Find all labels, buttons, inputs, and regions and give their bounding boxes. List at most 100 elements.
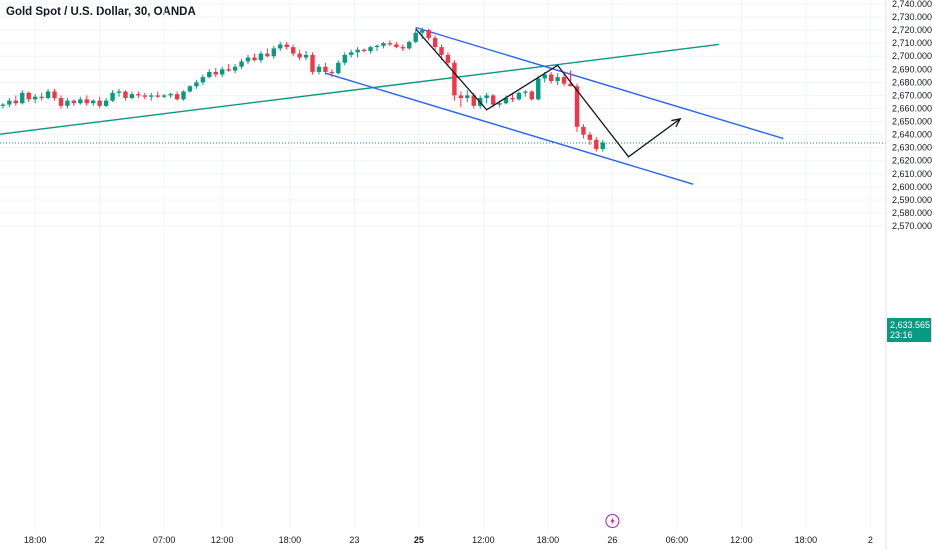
last-price-badge: 2,633.565 23:16 [887, 318, 931, 342]
time-tick-label: 23 [349, 535, 359, 545]
candle [342, 52, 347, 66]
candle [303, 51, 309, 61]
rising-trendline[interactable] [0, 43, 719, 135]
candle [581, 124, 586, 139]
price-axis[interactable]: 2,740.000 2,730.000 2,720.000 2,710.000 2,70… [885, 0, 932, 550]
candle [452, 60, 457, 101]
candle [361, 48, 367, 53]
candle [374, 44, 380, 52]
descending-channel[interactable] [325, 26, 784, 185]
candle [20, 90, 25, 105]
candle-body [523, 91, 528, 93]
candle-body [555, 77, 560, 82]
candle [26, 91, 31, 102]
candle-body [548, 74, 554, 82]
candle-body [271, 48, 276, 57]
candle-body [136, 94, 141, 96]
candle [387, 40, 393, 46]
candle [52, 88, 57, 101]
candle [587, 131, 593, 146]
price-tick-label: 2,720.000 [892, 25, 932, 35]
candle-body [239, 61, 244, 67]
candle [316, 64, 322, 75]
price-tick-label: 2,650.000 [892, 117, 932, 127]
candle-body [542, 74, 547, 79]
candle [297, 49, 302, 61]
candle [142, 92, 147, 100]
candle-body [355, 49, 360, 53]
projection-arrowhead [671, 118, 682, 128]
candle [168, 92, 173, 99]
candle-body [174, 94, 180, 100]
price-tick-label: 2,660.000 [892, 103, 932, 113]
candle [149, 92, 154, 101]
candle [419, 27, 425, 40]
candle [310, 52, 315, 75]
bar-countdown: 23:16 [890, 330, 913, 340]
price-tick-label: 2,690.000 [892, 64, 932, 74]
rising-trendline-line [0, 43, 719, 135]
candle-body [13, 100, 18, 104]
candle-body [374, 45, 380, 48]
channel-upper-line [415, 26, 784, 140]
candle-body [310, 54, 315, 72]
candle-body [439, 47, 444, 55]
candle [58, 95, 64, 109]
candle-body [400, 47, 405, 49]
candle-body [71, 100, 77, 104]
candle-body [65, 100, 70, 106]
candle-body [484, 95, 489, 99]
time-tick-label: 12:00 [211, 535, 234, 545]
candle [271, 45, 276, 59]
candle-body [7, 100, 12, 105]
candle-body [110, 92, 115, 101]
candle-body [103, 100, 109, 106]
candle [239, 58, 244, 70]
candle-body [265, 53, 270, 57]
candle [181, 90, 186, 101]
candle-body [465, 95, 470, 99]
candle-body [161, 95, 167, 97]
candle [91, 99, 96, 106]
candle [510, 94, 515, 102]
candle [78, 96, 83, 105]
candle-body [278, 44, 283, 49]
price-tick-label: 2,740.000 [892, 0, 932, 9]
price-tick-label: 2,640.000 [892, 130, 932, 140]
candle-body [0, 104, 6, 106]
candle [103, 98, 109, 108]
candle-body [97, 100, 102, 106]
candle-body [187, 86, 193, 92]
candle [7, 98, 12, 108]
candle-body [600, 142, 605, 149]
candle [561, 74, 567, 87]
candle-body [290, 47, 296, 54]
price-tick-label: 2,730.000 [892, 12, 932, 22]
lightning-icon[interactable] [605, 514, 620, 528]
candle [174, 91, 180, 101]
candle [65, 98, 70, 109]
projection-path[interactable] [415, 28, 682, 158]
time-tick-label: 07:00 [153, 535, 176, 545]
candle-body [297, 53, 302, 58]
time-tick-label: 18:00 [24, 535, 47, 545]
price-tick-label: 2,680.000 [892, 77, 932, 87]
candle-body [329, 71, 335, 74]
candle-body [342, 54, 347, 63]
candle [600, 139, 605, 152]
time-tick-label: 12:00 [730, 535, 753, 545]
candle-body [561, 77, 567, 84]
candle-body [78, 99, 83, 104]
candle-body [194, 82, 199, 87]
candle-body [323, 66, 328, 72]
candle-body [503, 98, 509, 104]
candle [394, 41, 399, 49]
price-tick-label: 2,600.000 [892, 182, 932, 192]
candle-body [220, 69, 225, 75]
candle [413, 30, 418, 44]
candle [529, 90, 534, 101]
time-axis[interactable]: 18:00 22 07:00 12:00 18:00 23 25 12:00 18:00 26 06… [24, 535, 873, 545]
candle-body [510, 98, 515, 100]
candle-body [39, 96, 44, 99]
